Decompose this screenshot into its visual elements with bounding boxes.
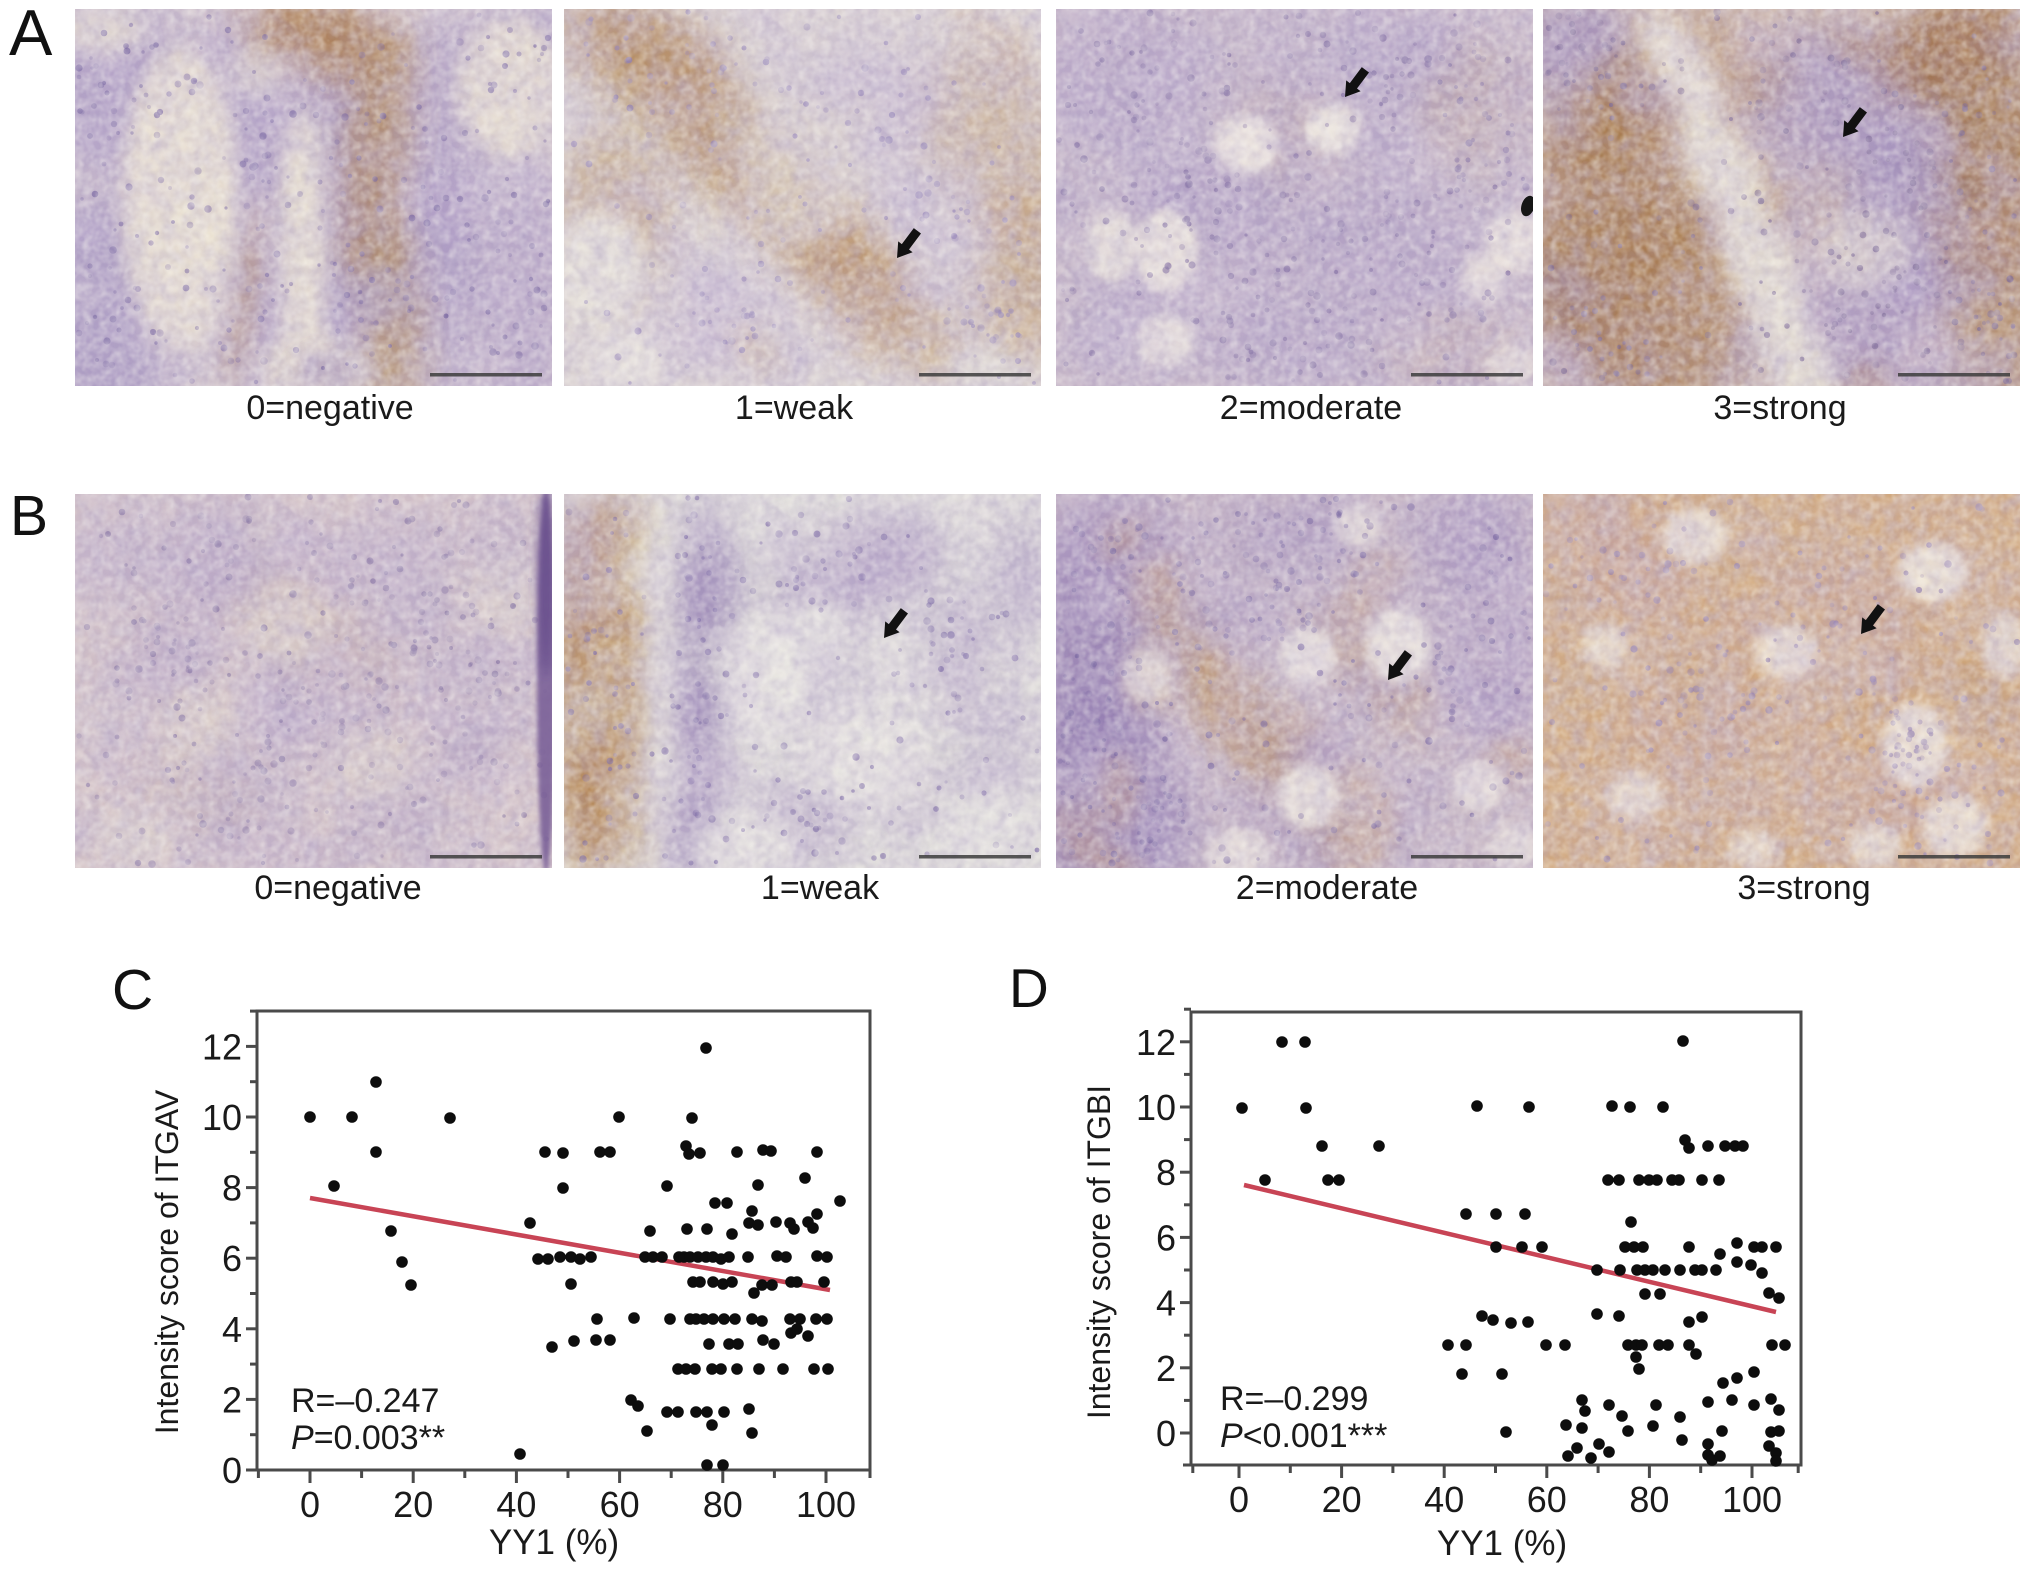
svg-text:R=–0.247: R=–0.247 (291, 1382, 439, 1420)
svg-text:4: 4 (222, 1309, 242, 1350)
svg-text:80: 80 (1629, 1479, 1669, 1520)
svg-text:60: 60 (1527, 1479, 1567, 1520)
svg-text:100: 100 (796, 1484, 856, 1525)
svg-text:100: 100 (1722, 1479, 1782, 1520)
svg-text:Intensity score of ITGAV: Intensity score of ITGAV (149, 1089, 185, 1434)
svg-text:8: 8 (1156, 1152, 1176, 1193)
svg-text:60: 60 (600, 1484, 640, 1525)
svg-text:0: 0 (300, 1484, 320, 1525)
svg-text:2: 2 (1156, 1348, 1176, 1389)
svg-text:12: 12 (1136, 1022, 1176, 1063)
svg-text:YY1 (%): YY1 (%) (1437, 1524, 1567, 1563)
svg-text:YY1 (%): YY1 (%) (489, 1523, 619, 1562)
svg-text:8: 8 (222, 1168, 242, 1209)
svg-text:20: 20 (1322, 1479, 1362, 1520)
svg-text:P=0.003**: P=0.003** (291, 1419, 445, 1457)
svg-text:40: 40 (1424, 1479, 1464, 1520)
svg-text:12: 12 (202, 1026, 242, 1067)
svg-text:Intensity score of ITGBI: Intensity score of ITGBI (1081, 1085, 1117, 1419)
svg-text:20: 20 (393, 1484, 433, 1525)
svg-text:P<0.001***: P<0.001*** (1220, 1417, 1387, 1455)
svg-text:0: 0 (1229, 1479, 1249, 1520)
svg-text:10: 10 (202, 1097, 242, 1138)
svg-text:40: 40 (496, 1484, 536, 1525)
svg-text:0: 0 (1156, 1413, 1176, 1454)
svg-text:6: 6 (1156, 1217, 1176, 1258)
svg-text:R=–0.299: R=–0.299 (1220, 1380, 1368, 1418)
svg-text:2: 2 (222, 1379, 242, 1420)
svg-text:10: 10 (1136, 1087, 1176, 1128)
svg-text:80: 80 (703, 1484, 743, 1525)
svg-text:6: 6 (222, 1238, 242, 1279)
svg-text:4: 4 (1156, 1283, 1176, 1324)
svg-text:0: 0 (222, 1450, 242, 1491)
